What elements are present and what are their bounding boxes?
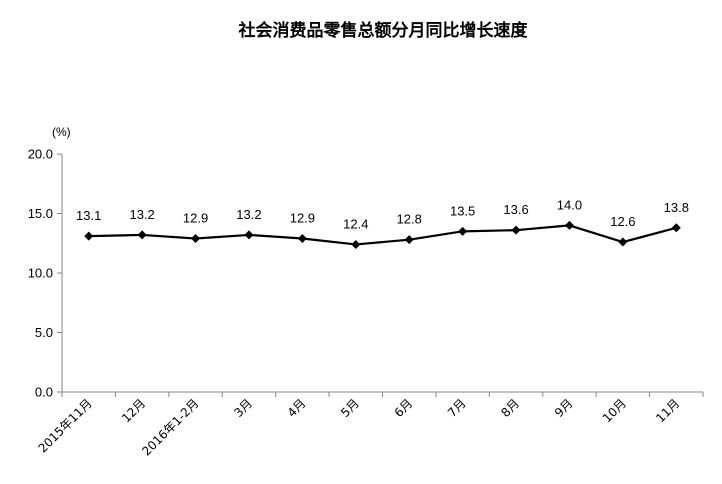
data-label: 14.0 [557, 197, 582, 212]
data-point-marker [458, 226, 468, 236]
data-label: 13.2 [236, 207, 261, 222]
data-point-marker [244, 230, 254, 240]
data-point-marker [404, 235, 414, 245]
y-tick-label: 10.0 [28, 266, 53, 281]
data-point-marker [564, 220, 574, 230]
y-tick-label: 20.0 [28, 147, 53, 162]
data-label: 13.8 [664, 200, 689, 215]
x-tick-label: 2016年1-2月 [139, 396, 201, 458]
data-point-marker [191, 233, 201, 243]
x-tick-label: 5月 [338, 396, 362, 420]
x-tick-label: 8月 [498, 396, 522, 420]
data-label: 13.2 [129, 207, 154, 222]
data-label: 12.9 [290, 210, 315, 225]
x-tick-label: 4月 [285, 396, 309, 420]
y-axis: 0.0 5.0 10.0 15.0 20.0 [28, 147, 63, 400]
data-point-marker [618, 237, 628, 247]
data-label: 13.6 [503, 202, 528, 217]
data-label: 12.8 [397, 212, 422, 227]
x-tick-label: 3月 [231, 396, 255, 420]
y-tick-label: 15.0 [28, 206, 53, 221]
data-label: 13.5 [450, 203, 475, 218]
x-tick-label: 9月 [552, 396, 576, 420]
y-tick-label: 0.0 [35, 385, 53, 400]
data-point-marker [137, 230, 147, 240]
x-tick-label: 6月 [392, 396, 416, 420]
data-label: 12.6 [610, 214, 635, 229]
x-tick-label: 12月 [119, 396, 148, 425]
data-point-marker [84, 231, 94, 241]
x-tick-label: 10月 [600, 396, 629, 425]
data-point-marker [351, 239, 361, 249]
x-tick-label: 2015年11月 [36, 396, 95, 455]
y-tick-label: 5.0 [35, 325, 53, 340]
x-tick-label: 7月 [445, 396, 469, 420]
data-point-marker [671, 223, 681, 233]
data-point-marker [297, 233, 307, 243]
series-layer: 13.1 13.2 12.9 13.2 12.9 12.4 12.8 13.5 13.6 14.0… [76, 197, 689, 249]
series-line [88, 224, 677, 246]
data-label: 12.9 [183, 210, 208, 225]
data-label: 13.1 [76, 208, 101, 223]
x-tick-label: 11月 [653, 396, 682, 425]
data-label: 12.4 [343, 216, 368, 231]
y-unit-label: (%) [52, 125, 71, 139]
chart-title: 社会消费品零售总额分月同比增长速度 [238, 20, 529, 41]
data-point-marker [511, 225, 521, 235]
